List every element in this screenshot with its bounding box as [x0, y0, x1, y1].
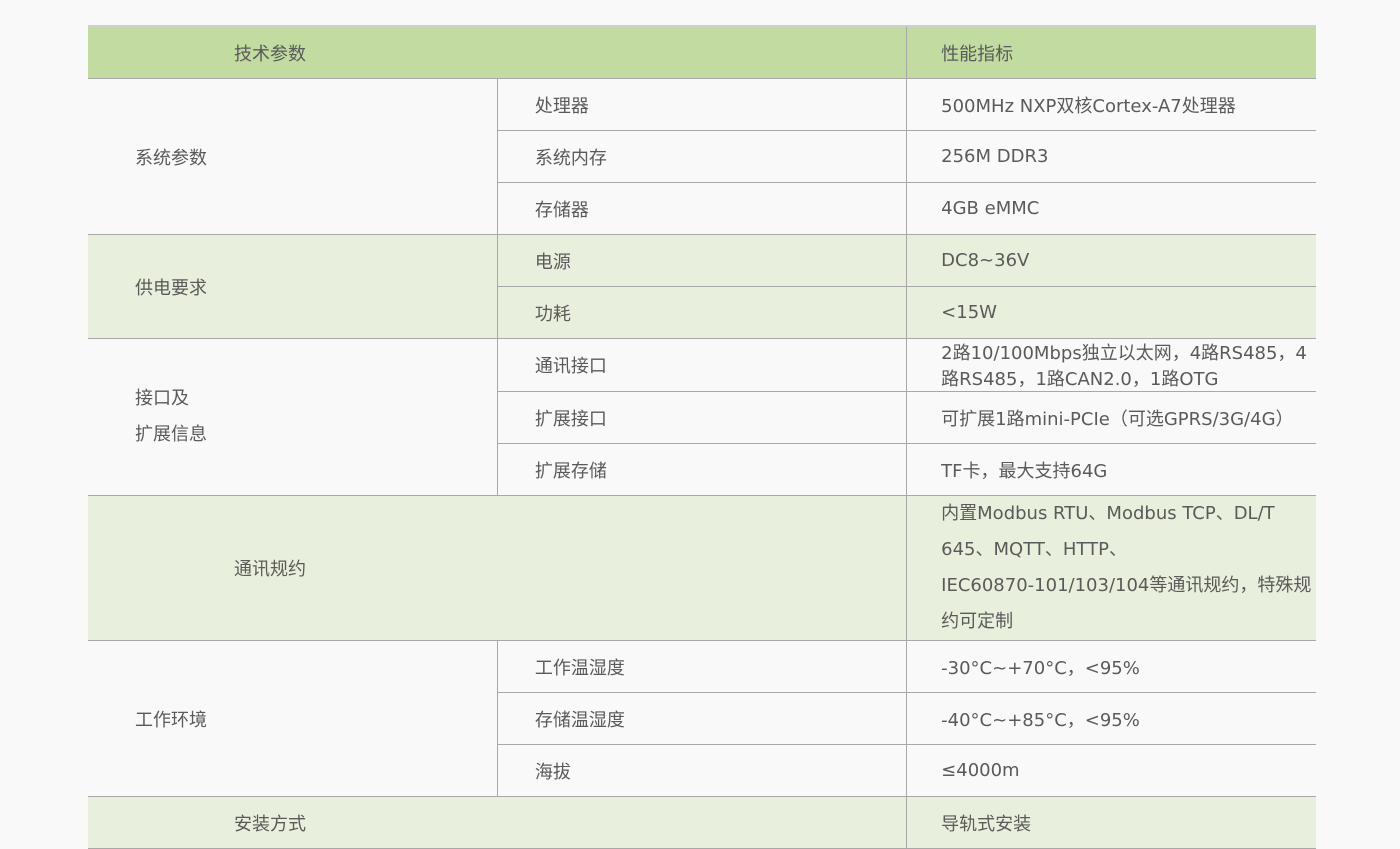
value-line: 内置Modbus RTU、Modbus TCP、DL/T 645、MQTT、HT…	[941, 503, 1275, 560]
group-install: 安装方式	[88, 796, 907, 849]
table-row: 扩展接口 可扩展1路mini-PCIe（可选GPRS/3G/4G）	[88, 391, 1316, 444]
group-label-line: 扩展信息	[135, 424, 207, 445]
row-name: 电源	[496, 234, 907, 287]
row-name: 功耗	[496, 286, 907, 339]
header-spec: 性能指标	[906, 26, 1316, 79]
table-row: 工作环境 工作温湿度 -30°C~+70°C，<95%	[88, 640, 1316, 797]
table-row: 供电要求 电源 DC8~36V	[88, 234, 1316, 339]
row-value: <15W	[906, 286, 1316, 339]
row-value: 2路10/100Mbps独立以太网，4路RS485，4路RS485，1路CAN2…	[906, 338, 1316, 392]
row-value: ≤4000m	[906, 744, 1316, 797]
group-protocol: 通讯规约	[88, 495, 907, 641]
table-row: 系统内存 256M DDR3	[88, 130, 1316, 183]
table-row: 系统参数 处理器 500MHz NXP双核Cortex-A7处理器	[88, 78, 1316, 235]
table-row: 存储温湿度 -40°C~+85°C，<95%	[88, 692, 1316, 745]
group-environment: 工作环境	[88, 640, 498, 797]
row-value: TF卡，最大支持64G	[906, 443, 1316, 496]
row-name: 工作温湿度	[496, 640, 907, 693]
value-line: IEC60870-101/103/104等通讯规约，特殊规约可定制	[941, 575, 1312, 632]
group-system: 系统参数	[88, 78, 498, 235]
row-value: 可扩展1路mini-PCIe（可选GPRS/3G/4G）	[906, 391, 1316, 444]
table-row: 通讯规约 内置Modbus RTU、Modbus TCP、DL/T 645、MQ…	[88, 495, 1316, 641]
table-row: 安装方式 导轨式安装	[88, 796, 1316, 849]
group-label-line: 接口及	[135, 388, 189, 409]
row-value: 4GB eMMC	[906, 182, 1316, 235]
row-name: 存储温湿度	[496, 692, 907, 745]
row-name: 系统内存	[496, 130, 907, 183]
table-header: 技术参数 性能指标	[88, 26, 1316, 79]
row-name: 通讯接口	[496, 338, 907, 392]
row-value: -40°C~+85°C，<95%	[906, 692, 1316, 745]
group-power: 供电要求	[88, 234, 498, 339]
row-value: 导轨式安装	[906, 796, 1316, 849]
row-name: 海拔	[496, 744, 907, 797]
row-name: 扩展存储	[496, 443, 907, 496]
header-param: 技术参数	[88, 26, 907, 79]
table-row: 存储器 4GB eMMC	[88, 182, 1316, 235]
row-value: -30°C~+70°C，<95%	[906, 640, 1316, 693]
row-value: DC8~36V	[906, 234, 1316, 287]
group-interface: 接口及 扩展信息	[88, 338, 498, 496]
row-value: 256M DDR3	[906, 130, 1316, 183]
row-name: 存储器	[496, 182, 907, 235]
table-row: 功耗 <15W	[88, 286, 1316, 339]
row-value: 500MHz NXP双核Cortex-A7处理器	[906, 78, 1316, 131]
table-row: 海拔 ≤4000m	[88, 744, 1316, 797]
spec-table: 技术参数 性能指标 系统参数 处理器 500MHz NXP双核Cortex-A7…	[88, 25, 1316, 849]
table-row: 扩展存储 TF卡，最大支持64G	[88, 443, 1316, 496]
row-name: 扩展接口	[496, 391, 907, 444]
row-value: 内置Modbus RTU、Modbus TCP、DL/T 645、MQTT、HT…	[906, 495, 1316, 641]
table-row: 接口及 扩展信息 通讯接口 2路10/100Mbps独立以太网，4路RS485，…	[88, 338, 1316, 496]
row-name: 处理器	[496, 78, 907, 131]
